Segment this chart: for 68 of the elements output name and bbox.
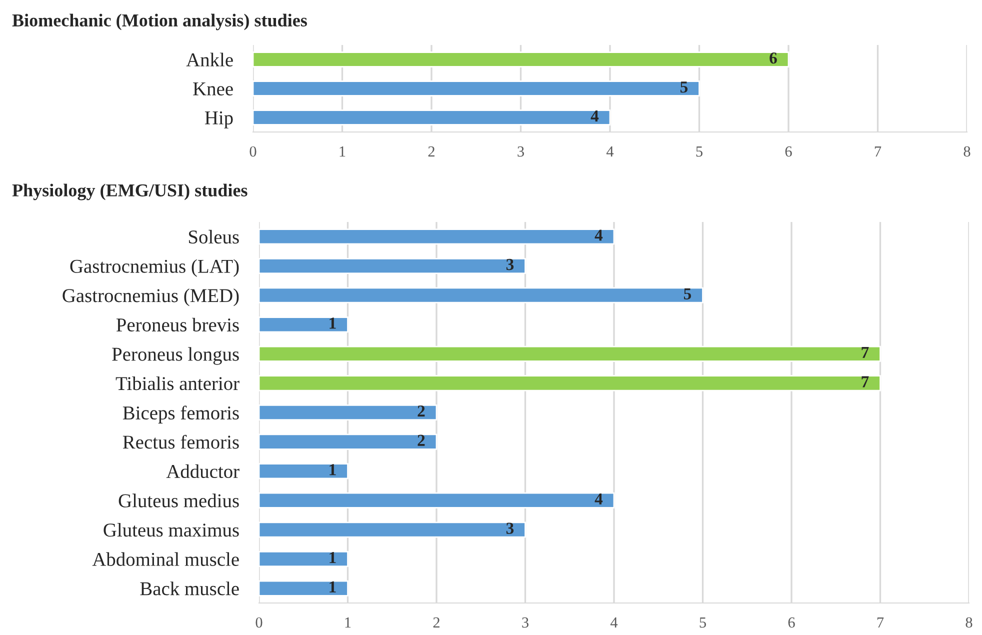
y-tick-label: Gastrocnemius (MED)	[62, 288, 239, 306]
bar	[259, 463, 348, 480]
data-label: 2	[418, 405, 425, 417]
y-tick-label: Hip	[204, 111, 233, 128]
chart-title: Biomechanic (Motion analysis) studies	[12, 14, 307, 30]
x-tick-label: 4	[606, 146, 614, 156]
data-label: 1	[330, 581, 336, 592]
data-label: 5	[684, 288, 692, 300]
x-tick-label: 5	[700, 617, 706, 628]
bar	[259, 434, 438, 450]
x-tick-label: 4	[610, 617, 618, 628]
y-tick-label: Peroneus longus	[112, 347, 239, 365]
chart-title: Physiology (EMG/USI) studies	[12, 184, 248, 200]
y-tick-label: Biceps femoris	[122, 406, 239, 424]
bar	[259, 580, 348, 596]
y-tick-label: Adductor	[166, 464, 240, 478]
bar	[259, 492, 615, 508]
x-tick-label: 7	[877, 617, 884, 628]
y-tick-label: Knee	[193, 82, 233, 96]
y-tick-label: Soleus	[188, 230, 239, 244]
y-tick-label: Gastrocnemius (LAT)	[70, 259, 239, 277]
x-tick-label: 2	[428, 146, 434, 156]
data-label: 1	[330, 464, 336, 476]
x-tick-label: 2	[433, 617, 440, 628]
x-tick-label: 6	[785, 146, 792, 157]
x-tick-label: 6	[788, 617, 795, 628]
bar	[259, 404, 438, 421]
bar	[253, 80, 700, 96]
data-label: 1	[330, 552, 336, 564]
x-tick-label: 1	[345, 617, 351, 628]
data-label: 2	[418, 434, 425, 446]
y-tick-label: Gluteus medius	[118, 494, 239, 508]
data-label: 3	[506, 522, 514, 534]
data-label: 5	[680, 82, 688, 93]
data-label: 4	[590, 110, 599, 122]
data-label: 1	[330, 318, 336, 329]
y-tick-label: Ankle	[186, 52, 233, 66]
bar	[259, 375, 881, 392]
y-tick-label: Gluteus maximus	[104, 522, 239, 537]
bar	[253, 110, 611, 126]
x-tick-label: 0	[250, 146, 256, 157]
x-tick-label: 3	[518, 146, 524, 157]
data-label: 4	[594, 230, 603, 241]
bar	[259, 258, 526, 274]
x-tick-label: 7	[874, 146, 882, 156]
y-tick-label: Tibialis anterior	[116, 376, 240, 390]
data-label: 4	[594, 493, 603, 504]
bar	[259, 522, 526, 538]
y-tick-label: Peroneus brevis	[116, 318, 239, 332]
x-tick-label: 8	[966, 617, 972, 628]
x-tick-label: 5	[696, 146, 702, 157]
bar	[259, 228, 615, 245]
bar	[259, 287, 704, 304]
x-tick-label: 1	[340, 146, 346, 156]
data-label: 6	[770, 52, 777, 64]
x-tick-label: 3	[522, 617, 528, 628]
bar	[253, 52, 790, 68]
data-label: 3	[506, 258, 514, 270]
data-label: 7	[862, 346, 869, 358]
y-tick-label: Rectus femoris	[122, 434, 239, 449]
data-label: 7	[862, 376, 869, 388]
x-tick-label: 0	[256, 617, 262, 628]
y-tick-label: Abdominal muscle	[92, 552, 239, 566]
bar	[259, 551, 348, 568]
bar	[259, 346, 881, 362]
bar	[259, 316, 348, 333]
x-tick-label: 8	[964, 146, 970, 157]
y-tick-label: Back muscle	[140, 582, 239, 596]
